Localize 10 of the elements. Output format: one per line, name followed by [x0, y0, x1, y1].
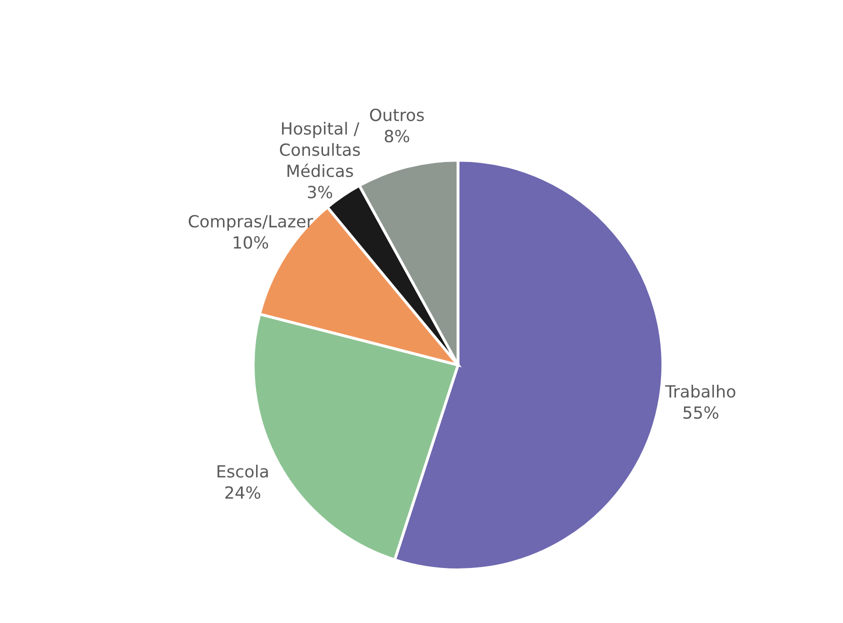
data-label: 24% — [225, 486, 260, 499]
slice-label: Outros — [370, 108, 424, 122]
data-label: 55% — [684, 406, 718, 419]
slice-label: Trabalho — [665, 384, 736, 398]
data-label: 3% — [308, 186, 332, 198]
data-label: 10% — [234, 236, 268, 249]
slice-label: Hospital / Consultas Médicas — [280, 122, 360, 178]
slice-label: Compras/Lazer — [188, 214, 314, 231]
slice-label: Escola — [218, 464, 268, 478]
data-label: 8% — [384, 130, 410, 142]
